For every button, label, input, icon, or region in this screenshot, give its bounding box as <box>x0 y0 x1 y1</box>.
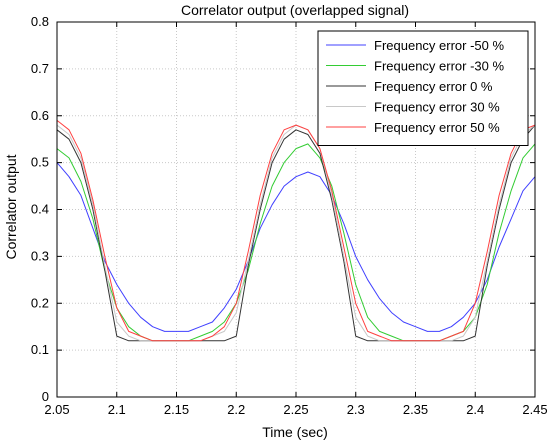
legend-box <box>317 30 529 146</box>
series-line-3 <box>56 124 536 342</box>
legend: Frequency error -50 % Frequency error -30… <box>317 30 529 146</box>
y-tick-labels: 0 0.1 0.2 0.3 0.4 0.5 0.6 0.7 0.8 <box>31 14 49 404</box>
x-tick-label: 2.35 <box>403 402 428 417</box>
x-axis-title: Time (sec) <box>262 424 328 440</box>
legend-label-2: Frequency error -30 % <box>374 59 504 74</box>
x-tick-label: 2.1 <box>108 402 126 417</box>
x-tick-label: 2.2 <box>227 402 245 417</box>
x-tick-label: 2.25 <box>283 402 308 417</box>
x-tick-label: 2.4 <box>466 402 484 417</box>
y-tick-label: 0.5 <box>31 155 49 170</box>
series-layer <box>56 120 536 342</box>
y-tick-label: 0.4 <box>31 202 49 217</box>
legend-label-1: Frequency error -50 % <box>374 38 504 53</box>
x-tick-labels: 2.05 2.1 2.15 2.2 2.25 2.3 2.35 2.4 2.45 <box>44 402 547 417</box>
x-tick-label: 2.45 <box>522 402 547 417</box>
x-tick-label: 2.15 <box>164 402 189 417</box>
y-tick-label: 0.2 <box>31 295 49 310</box>
chart-title: Correlator output (overlapped signal) <box>181 2 409 18</box>
y-tick-label: 0.1 <box>31 342 49 357</box>
x-tick-label: 2.05 <box>44 402 69 417</box>
y-tick-label: 0.8 <box>31 14 49 29</box>
tick-layer <box>56 21 536 398</box>
series-line-1 <box>56 162 536 332</box>
y-tick-label: 0.3 <box>31 248 49 263</box>
y-tick-label: 0.6 <box>31 108 49 123</box>
series-line-5 <box>56 120 536 342</box>
legend-label-5: Frequency error 50 % <box>374 120 500 135</box>
x-tick-label: 2.3 <box>347 402 365 417</box>
y-tick-label: 0 <box>42 389 49 404</box>
legend-label-4: Frequency error 30 % <box>374 100 500 115</box>
y-axis-title: Correlator output <box>3 154 19 259</box>
y-tick-label: 0.7 <box>31 61 49 76</box>
legend-items: Frequency error -50 % Frequency error -30… <box>326 38 504 135</box>
legend-label-3: Frequency error 0 % <box>374 79 493 94</box>
